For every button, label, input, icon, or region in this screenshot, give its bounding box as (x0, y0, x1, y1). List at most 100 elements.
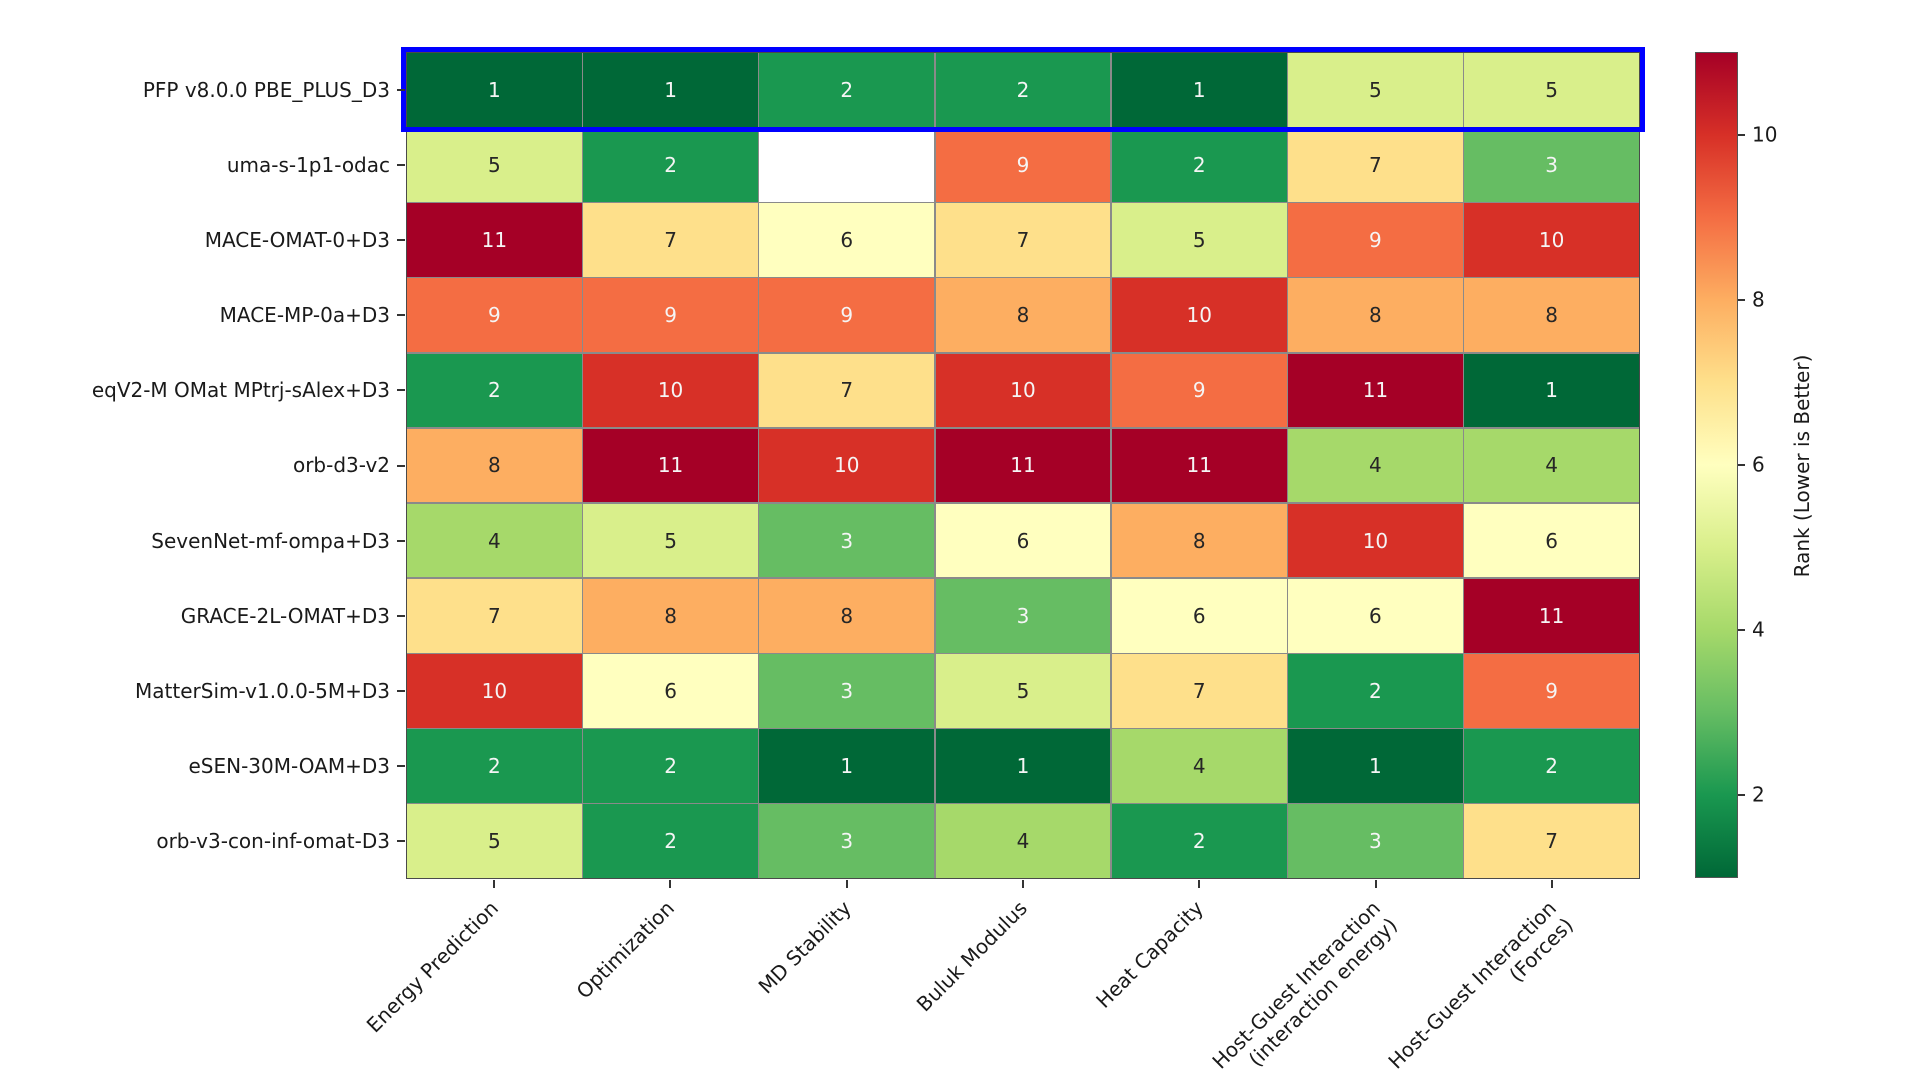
heatmap-cell: 5 (935, 654, 1111, 728)
heatmap-cell: 3 (1288, 804, 1463, 878)
row-label: MatterSim-v1.0.0-5M+D3 (135, 679, 390, 704)
heatmap-cell: 6 (1464, 503, 1639, 578)
heatmap-cell: 2 (1464, 729, 1639, 803)
heatmap-cell: 11 (1464, 578, 1639, 653)
heatmap-cell: 8 (1111, 503, 1287, 578)
heatmap-cell: 10 (1288, 503, 1463, 578)
heatmap-cell: 3 (759, 804, 935, 878)
heatmap-cell: 6 (583, 654, 758, 728)
heatmap-cell: 7 (1288, 128, 1463, 202)
heatmap-cell: 10 (759, 428, 935, 503)
row-label: eqV2-M OMat MPtrj-sAlex+D3 (91, 378, 390, 403)
row-label: PFP v8.0.0 PBE_PLUS_D3 (142, 77, 390, 102)
y-axis-tick (397, 238, 405, 241)
row-label: SevenNet-mf-ompa+D3 (151, 528, 390, 553)
heatmap-cell: 9 (935, 128, 1111, 202)
heatmap-cell: 1 (1288, 729, 1463, 803)
heatmap-cell: 2 (583, 128, 758, 202)
heatmap-cell: 5 (583, 503, 758, 578)
heatmap-cell: 5 (1111, 203, 1287, 277)
heatmap-cell: 5 (1464, 53, 1639, 127)
y-axis-tick (397, 539, 405, 542)
heatmap-cell: 2 (1111, 128, 1287, 202)
heatmap-grid: 1 1 2 2 1 5 5 5 2 9 2 7 3 11 7 6 7 5 9 10 9 9 9 8 10 8 8 2 10 7 10 9 11 1… (406, 52, 1640, 879)
heatmap-cell: 11 (1111, 428, 1287, 503)
heatmap-cell: 9 (1111, 353, 1287, 428)
row-label: MACE-MP-0a+D3 (219, 303, 390, 328)
x-axis-tick (1198, 880, 1201, 888)
heatmap-cell: 4 (1111, 729, 1287, 803)
heatmap-cell: 1 (1464, 353, 1639, 428)
row-label: orb-v3-con-inf-omat-D3 (156, 829, 390, 854)
heatmap-cell: 11 (1288, 353, 1463, 428)
colorbar-tick-label: 10 (1752, 122, 1778, 147)
x-axis-tick (845, 880, 848, 888)
colorbar-gradient (1695, 52, 1738, 878)
x-axis-tick (1022, 880, 1024, 888)
row-label: orb-d3-v2 (292, 453, 390, 478)
heatmap-cell: 8 (1464, 278, 1639, 353)
y-axis-tick (397, 314, 405, 317)
x-axis-tick (669, 880, 672, 888)
column-label: Energy Prediction (361, 896, 504, 1038)
row-label: MACE-OMAT-0+D3 (204, 227, 390, 252)
heatmap-cell: 6 (935, 503, 1111, 578)
heatmap-cell: 8 (935, 278, 1111, 353)
x-axis-tick (1374, 880, 1377, 888)
heatmap-cell: 4 (1464, 428, 1639, 503)
heatmap-cell: 9 (407, 278, 582, 353)
heatmap-cell: 9 (1288, 203, 1463, 277)
colorbar-tick (1738, 629, 1745, 632)
heatmap-cell: 4 (1288, 428, 1463, 503)
heatmap-cell: 6 (1111, 578, 1287, 653)
y-axis-tick (397, 389, 405, 392)
y-axis-tick (397, 464, 405, 467)
heatmap-cell: 2 (407, 353, 582, 428)
heatmap-cell: 10 (583, 353, 758, 428)
heatmap-cell: 2 (1111, 804, 1287, 878)
row-label: uma-s-1p1-odac (226, 152, 390, 177)
heatmap-cell: 2 (583, 729, 758, 803)
row-label: GRACE-2L-OMAT+D3 (180, 603, 390, 628)
heatmap-cell: 7 (1464, 804, 1639, 878)
heatmap-cell: 1 (583, 53, 758, 127)
heatmap-cell: 2 (583, 804, 758, 878)
y-axis-tick (397, 765, 405, 768)
x-axis-tick (493, 880, 496, 888)
heatmap-cell: 5 (407, 128, 582, 202)
heatmap-cell: 4 (935, 804, 1111, 878)
heatmap-cell: 6 (759, 203, 935, 277)
heatmap-cell: 2 (407, 729, 582, 803)
colorbar-tick (1738, 794, 1745, 797)
heatmap-cell: 10 (935, 353, 1111, 428)
heatmap-cell: 7 (759, 353, 935, 428)
heatmap-cell: 11 (407, 203, 582, 277)
heatmap-cell: 5 (407, 804, 582, 878)
heatmap-cell: 2 (1288, 654, 1463, 728)
heatmap-cell: 1 (935, 729, 1111, 803)
heatmap-cell: 3 (759, 654, 935, 728)
heatmap-cell: 1 (407, 53, 582, 127)
y-axis-tick (397, 840, 405, 843)
heatmap-cell: 5 (1288, 53, 1463, 127)
heatmap-cell: 8 (583, 578, 758, 653)
heatmap-cell: 1 (759, 729, 935, 803)
heatmap-cell: 1 (1111, 53, 1287, 127)
colorbar-tick-label: 2 (1752, 782, 1765, 807)
heatmap-cell: 8 (1288, 278, 1463, 353)
heatmap-cell: 7 (935, 203, 1111, 277)
colorbar-axis-label: Rank (Lower is Better) (1790, 354, 1814, 578)
y-axis-tick (397, 690, 405, 693)
heatmap-cell: 8 (407, 428, 582, 503)
x-axis-tick (1550, 880, 1553, 888)
heatmap-cell: 7 (407, 578, 582, 653)
heatmap-cell: 9 (583, 278, 758, 353)
colorbar-tick-label: 4 (1752, 617, 1765, 642)
row-label: eSEN-30M-OAM+D3 (188, 754, 390, 779)
heatmap-cell: 10 (407, 654, 582, 728)
colorbar-tick (1738, 133, 1745, 136)
heatmap-cell: 9 (1464, 654, 1639, 728)
y-axis-tick (397, 163, 405, 166)
heatmap-cell: 10 (1111, 278, 1287, 353)
